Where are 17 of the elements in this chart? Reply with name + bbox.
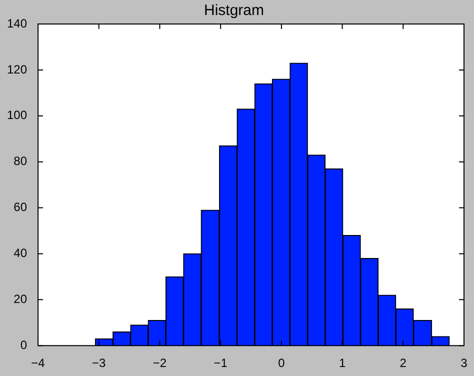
x-tick-label: 0 [278,356,286,370]
x-tick-label: 3 [460,356,468,370]
y-tick-label: 0 [20,338,28,352]
y-tick-label: 20 [14,292,28,306]
y-tick-label: 60 [14,200,28,214]
y-tick-label: 80 [14,154,28,168]
x-tick-label: −1 [214,356,228,370]
x-tick-label: 1 [338,356,346,370]
y-tick-label: 120 [6,62,28,76]
x-tick-label: −4 [31,356,46,370]
chart-title: Histgram [204,2,264,20]
y-tick-label: 40 [14,246,28,260]
x-tick-label: 2 [400,356,407,370]
x-tick-label: −3 [92,356,106,370]
x-tick-label: −2 [152,356,167,370]
y-tick-label: 140 [6,16,28,30]
y-tick-label: 100 [6,108,28,122]
